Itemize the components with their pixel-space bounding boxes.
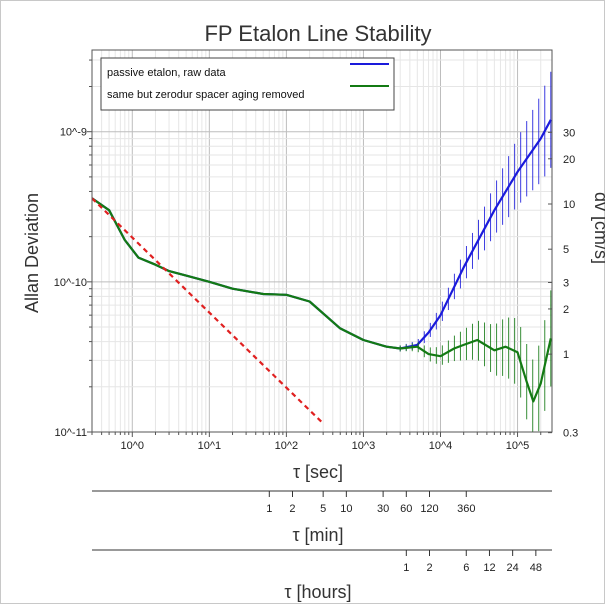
series-line-0 [92, 119, 552, 350]
chart-title: FP Etalon Line Stability [204, 21, 431, 46]
x-axis-label: τ [sec] [293, 462, 343, 482]
x-tick-label: 10^0 [121, 440, 145, 452]
secondary-tick-label: 10 [340, 503, 352, 515]
right-axis-label: dv [cm/s] [591, 192, 605, 264]
legend-box [100, 57, 395, 111]
secondary-tick-label: 6 [463, 562, 469, 574]
right-tick-label: 20 [563, 154, 575, 166]
secondary-tick-label: 1 [266, 503, 272, 515]
secondary-tick-label: 2 [426, 562, 432, 574]
legend: passive etalon, raw data same but zerodur… [100, 57, 395, 111]
x-tick-label: 10^4 [429, 440, 453, 452]
right-tick-label: 0.3 [563, 428, 578, 440]
secondary-axis-label: τ [hours] [284, 582, 351, 602]
series-layer [92, 71, 552, 432]
x-tick-label: 10^3 [352, 440, 376, 452]
x-tick-label: 10^5 [506, 440, 530, 452]
secondary-tick-label: 12 [483, 562, 495, 574]
legend-entry-label: passive etalon, raw data [107, 67, 227, 79]
x-tick-label: 10^2 [275, 440, 299, 452]
secondary-tick-label: 30 [377, 503, 389, 515]
tick-layer: 10^0 10^1 10^2 10^3 10^4 10^5 10^-11 10^-10 10^-… [54, 59, 578, 452]
series-line-2 [92, 197, 324, 425]
plot-clip-group [92, 71, 552, 432]
right-tick-label: 30 [563, 127, 575, 139]
x-tick-label: 10^1 [198, 440, 222, 452]
series-line-1 [92, 197, 552, 403]
secondary-tick-label: 60 [400, 503, 412, 515]
right-tick-label: 10 [563, 199, 575, 211]
secondary-tick-label: 48 [530, 562, 542, 574]
secondary-tick-label: 120 [420, 503, 438, 515]
right-tick-label: 2 [563, 304, 569, 316]
secondary-tick-label: 24 [507, 562, 519, 574]
secondary-tick-label: 1 [403, 562, 409, 574]
legend-entry-label: same but zerodur spacer aging removed [107, 89, 305, 101]
right-tick-label: 5 [563, 244, 569, 256]
right-tick-label: 1 [563, 349, 569, 361]
y-tick-label: 10^-9 [60, 127, 87, 139]
secondary-axis-label: τ [min] [292, 525, 343, 545]
y-tick-label: 10^-10 [54, 277, 87, 289]
y-axis-label: Allan Deviation [22, 193, 42, 313]
y-tick-label: 10^-11 [55, 427, 87, 439]
secondary-tick-label: 2 [289, 503, 295, 515]
right-tick-label: 3 [563, 278, 569, 290]
plot-area-border [91, 49, 553, 433]
secondary-tick-label: 5 [320, 503, 326, 515]
error-bars [399, 71, 552, 352]
secondary-tick-label: 360 [457, 503, 475, 515]
error-bars [399, 290, 552, 432]
